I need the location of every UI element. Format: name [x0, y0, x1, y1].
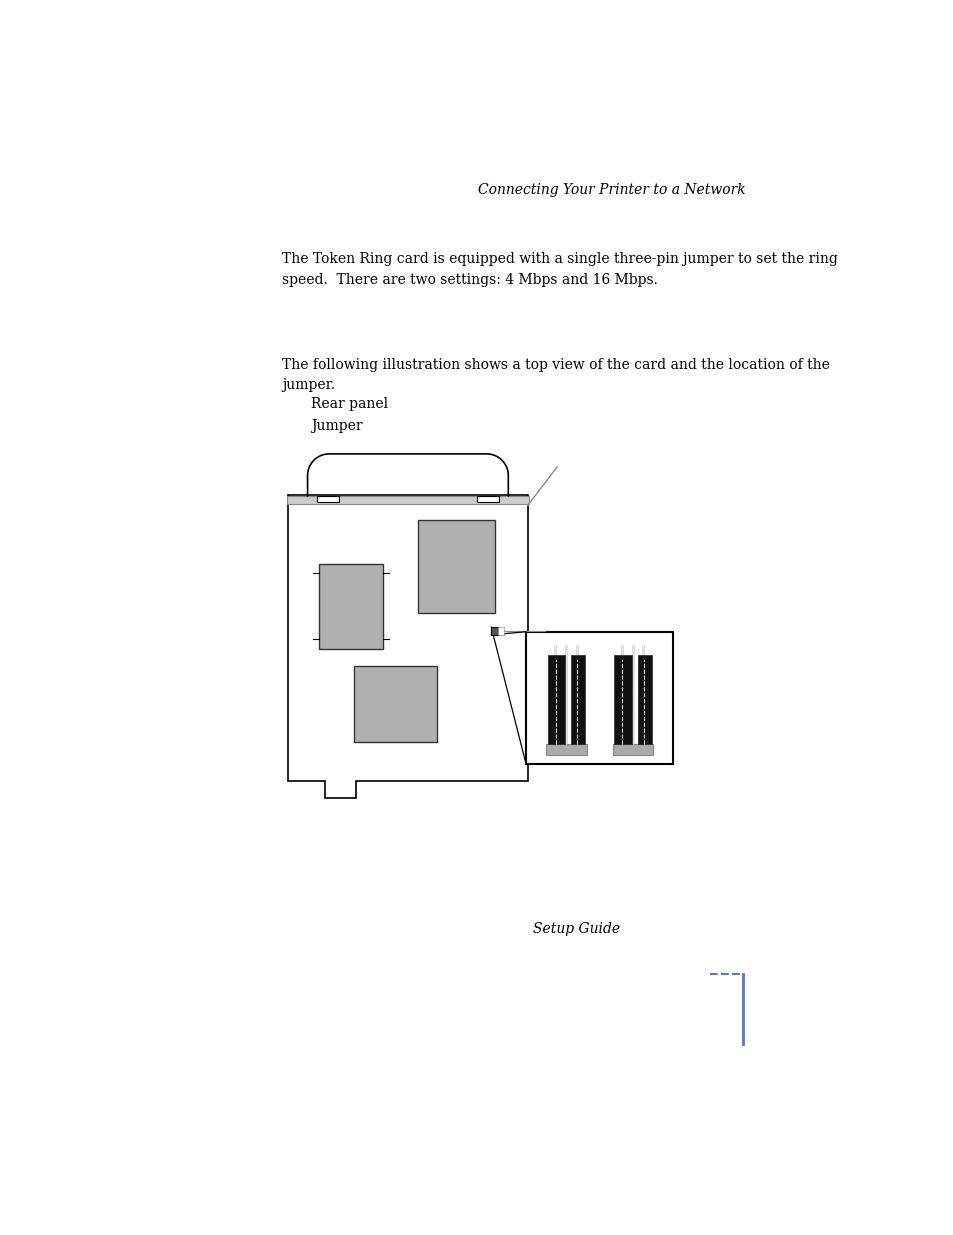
- Text: Connecting Your Printer to a Network: Connecting Your Printer to a Network: [477, 183, 745, 196]
- Text: Jumper: Jumper: [311, 419, 362, 433]
- Bar: [491, 627, 498, 635]
- Text: The Token Ring card is equipped with a single three-pin jumper to set the ring
s: The Token Ring card is equipped with a s…: [282, 252, 837, 287]
- Bar: [620, 645, 623, 745]
- Bar: [476, 496, 498, 503]
- Bar: [497, 627, 504, 635]
- Bar: [319, 564, 382, 648]
- Text: The following illustration shows a top view of the card and the location of the
: The following illustration shows a top v…: [282, 358, 829, 393]
- Bar: [571, 655, 584, 745]
- Text: Setup Guide: Setup Guide: [533, 923, 619, 936]
- Bar: [316, 496, 338, 503]
- Bar: [525, 632, 673, 764]
- Bar: [564, 645, 567, 745]
- Polygon shape: [288, 495, 527, 798]
- Bar: [354, 667, 436, 742]
- Bar: [614, 655, 631, 745]
- Bar: [286, 496, 529, 504]
- Bar: [546, 745, 586, 755]
- Text: Rear panel: Rear panel: [311, 396, 387, 411]
- Bar: [637, 655, 651, 745]
- Bar: [641, 645, 645, 745]
- Bar: [612, 745, 653, 755]
- Bar: [631, 645, 634, 745]
- Bar: [554, 645, 557, 745]
- Bar: [417, 520, 495, 613]
- Bar: [575, 645, 578, 745]
- Bar: [547, 655, 564, 745]
